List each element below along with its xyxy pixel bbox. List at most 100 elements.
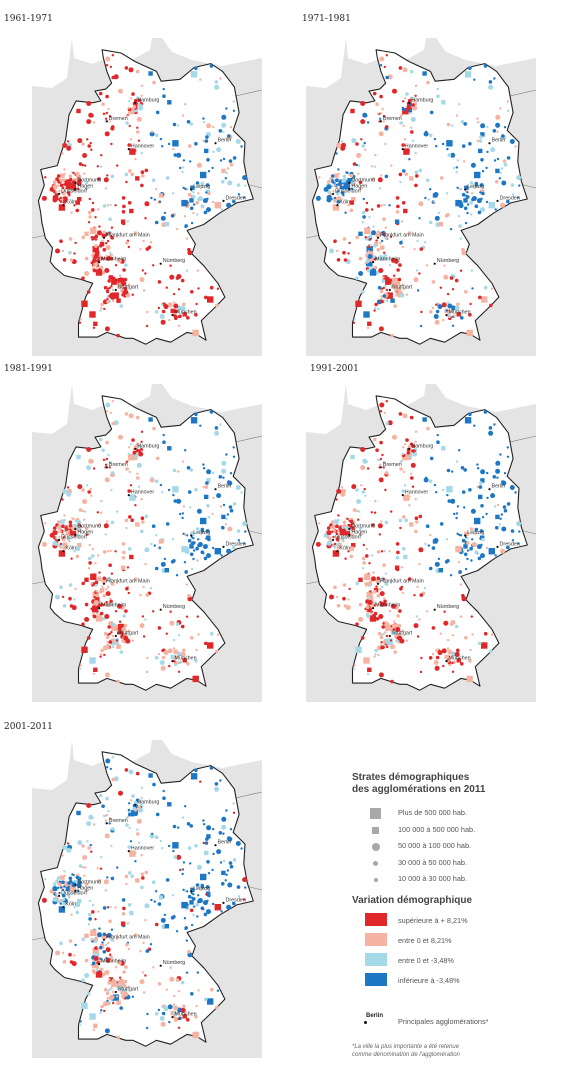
settlement-marker	[375, 578, 381, 584]
settlement-marker	[367, 321, 372, 326]
settlement-marker	[108, 933, 111, 937]
settlement-marker	[86, 803, 92, 808]
city-label: Dresden	[226, 195, 246, 201]
settlement-marker	[395, 281, 401, 286]
settlement-marker	[401, 629, 404, 632]
settlement-marker	[144, 903, 150, 909]
settlement-marker	[61, 951, 65, 955]
settlement-marker	[196, 615, 199, 618]
settlement-marker	[55, 950, 60, 956]
settlement-marker	[121, 995, 125, 999]
west-sea	[306, 38, 346, 88]
city-dot	[336, 204, 339, 207]
settlement-marker	[112, 638, 119, 645]
settlement-marker	[216, 633, 220, 636]
settlement-marker	[146, 1012, 149, 1016]
settlement-marker	[344, 211, 347, 214]
settlement-marker	[52, 540, 58, 546]
settlement-marker	[432, 539, 438, 544]
settlement-marker	[78, 667, 82, 670]
city-label: Nürnberg	[163, 960, 185, 966]
settlement-marker	[501, 180, 507, 186]
settlement-marker	[500, 548, 506, 554]
settlement-marker	[91, 910, 95, 914]
settlement-marker	[385, 634, 389, 638]
settlement-marker	[118, 984, 122, 987]
settlement-marker	[509, 139, 515, 144]
settlement-marker	[227, 836, 231, 840]
settlement-marker	[139, 950, 142, 953]
settlement-marker	[194, 412, 198, 416]
settlement-marker	[109, 256, 114, 261]
city-dot	[372, 261, 375, 264]
settlement-marker	[87, 923, 91, 926]
settlement-marker	[232, 156, 237, 160]
settlement-marker	[451, 470, 454, 473]
settlement-marker	[167, 142, 171, 146]
settlement-marker	[456, 159, 460, 162]
settlement-marker	[372, 225, 375, 228]
settlement-marker	[154, 479, 159, 484]
settlement-marker	[202, 139, 205, 143]
settlement-marker	[445, 309, 449, 312]
settlement-marker	[333, 546, 336, 549]
city-label: Hamburg	[137, 799, 159, 805]
settlement-marker	[115, 639, 119, 642]
settlement-marker	[187, 250, 193, 256]
settlement-marker	[145, 949, 150, 953]
settlement-marker	[375, 448, 379, 452]
settlement-marker	[517, 196, 520, 199]
settlement-marker	[94, 936, 99, 940]
settlement-marker	[428, 310, 433, 314]
settlement-marker	[108, 231, 111, 235]
settlement-marker	[477, 556, 482, 561]
settlement-marker	[121, 639, 125, 643]
settlement-marker	[447, 153, 452, 157]
settlement-marker	[215, 1005, 219, 1010]
settlement-marker	[99, 241, 105, 247]
settlement-marker	[142, 585, 145, 589]
settlement-marker	[108, 466, 111, 469]
settlement-marker	[461, 247, 465, 252]
settlement-marker	[433, 483, 437, 487]
settlement-marker	[454, 651, 460, 657]
settlement-marker	[243, 196, 246, 199]
settlement-marker	[439, 176, 444, 180]
settlement-marker	[361, 210, 366, 215]
settlement-marker	[108, 563, 112, 567]
settlement-marker	[112, 292, 119, 299]
settlement-marker	[477, 210, 482, 215]
settlement-marker	[405, 92, 409, 96]
city-label: Köln	[339, 546, 350, 552]
settlement-marker	[442, 664, 445, 668]
settlement-marker	[140, 529, 144, 534]
settlement-marker	[485, 200, 489, 204]
settlement-marker	[79, 1020, 82, 1023]
city-dot	[336, 550, 339, 553]
settlement-marker	[135, 415, 140, 420]
settlement-marker	[358, 577, 363, 582]
settlement-marker	[144, 168, 149, 173]
settlement-marker	[447, 314, 450, 317]
settlement-marker	[88, 543, 91, 547]
settlement-marker	[118, 628, 122, 631]
city-dot	[171, 660, 174, 663]
settlement-marker	[499, 453, 502, 456]
settlement-marker	[180, 980, 185, 985]
settlement-marker	[488, 80, 493, 84]
city-label: München	[175, 656, 197, 662]
city-label: Düsseldorf	[335, 534, 361, 540]
settlement-marker	[105, 289, 110, 294]
settlement-marker	[108, 996, 113, 1000]
settlement-marker	[92, 1028, 96, 1031]
settlement-marker	[205, 135, 209, 139]
settlement-marker	[225, 453, 228, 456]
settlement-marker	[364, 573, 371, 580]
settlement-marker	[84, 958, 89, 963]
settlement-marker	[500, 513, 504, 516]
settlement-marker	[353, 318, 356, 321]
settlement-marker	[405, 639, 408, 642]
settlement-marker	[378, 533, 381, 536]
settlement-marker	[242, 175, 248, 181]
settlement-marker	[330, 174, 335, 178]
